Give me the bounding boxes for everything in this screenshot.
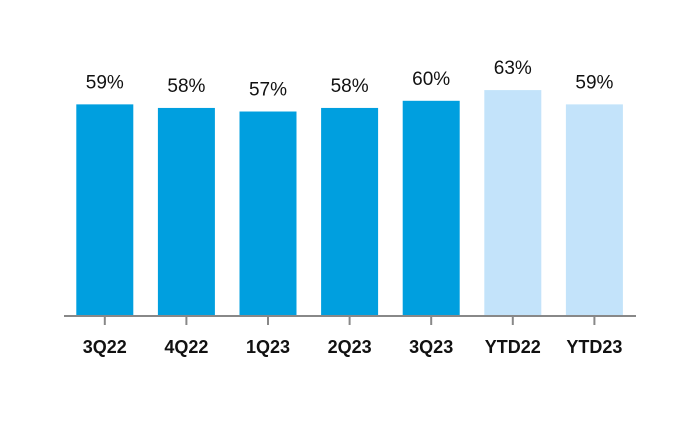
x-tick-label: YTD23 <box>566 337 622 357</box>
bar <box>76 104 134 316</box>
value-label: 57% <box>249 80 287 101</box>
value-label: 58% <box>167 76 205 97</box>
bar <box>157 107 215 315</box>
x-tick-label: 1Q23 <box>246 337 290 357</box>
value-label: 63% <box>494 58 532 79</box>
x-tick-label: 3Q22 <box>83 337 127 357</box>
value-label: 59% <box>86 72 124 93</box>
x-tick-label: YTD22 <box>485 337 541 357</box>
value-label: 58% <box>331 76 369 97</box>
bar <box>321 107 379 315</box>
x-tick-label: 4Q22 <box>164 337 208 357</box>
bar <box>565 104 623 316</box>
value-label: 60% <box>412 69 450 90</box>
value-label: 59% <box>575 72 613 93</box>
bar <box>484 90 542 315</box>
x-tick-label: 2Q23 <box>328 337 372 357</box>
bar <box>239 111 297 315</box>
x-tick-label: 3Q23 <box>409 337 453 357</box>
bar <box>402 100 460 315</box>
